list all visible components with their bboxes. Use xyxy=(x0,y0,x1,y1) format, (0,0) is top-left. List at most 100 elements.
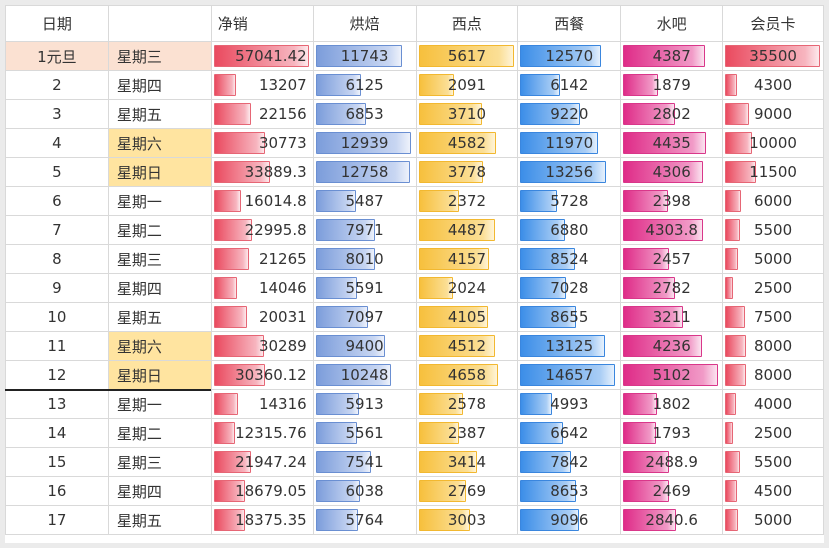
western-cell[interactable]: 7028 xyxy=(517,273,622,303)
weekday-cell[interactable]: 星期二 xyxy=(107,215,212,245)
member-card-cell[interactable]: 4000 xyxy=(722,389,824,419)
member-card-cell[interactable]: 10000 xyxy=(722,128,824,158)
member-card-cell[interactable]: 2500 xyxy=(722,418,824,448)
drink-bar-cell[interactable]: 2782 xyxy=(620,273,724,303)
weekday-cell[interactable]: 星期四 xyxy=(107,273,212,303)
date-cell[interactable]: 6 xyxy=(5,186,109,216)
drink-bar-cell[interactable]: 4306 xyxy=(620,157,724,187)
member-card-cell[interactable]: 11500 xyxy=(722,157,824,187)
bakery-cell[interactable]: 7097 xyxy=(312,302,417,332)
header-bakery[interactable]: 烘焙 xyxy=(312,5,417,42)
net-sales-cell[interactable]: 14316 xyxy=(210,389,314,419)
drink-bar-cell[interactable]: 1793 xyxy=(620,418,724,448)
drink-bar-cell[interactable]: 2469 xyxy=(620,476,724,506)
drink-bar-cell[interactable]: 2840.6 xyxy=(620,505,724,535)
net-sales-cell[interactable]: 57041.42 xyxy=(210,41,314,71)
pastry-cell[interactable]: 3778 xyxy=(415,157,519,187)
drink-bar-cell[interactable]: 2398 xyxy=(620,186,724,216)
pastry-cell[interactable]: 2372 xyxy=(415,186,519,216)
weekday-cell[interactable]: 星期日 xyxy=(107,157,212,187)
pastry-cell[interactable]: 4512 xyxy=(415,331,519,361)
weekday-cell[interactable]: 星期六 xyxy=(107,331,212,361)
net-sales-cell[interactable]: 12315.76 xyxy=(210,418,314,448)
pastry-cell[interactable]: 2024 xyxy=(415,273,519,303)
pastry-cell[interactable]: 3710 xyxy=(415,99,519,129)
western-cell[interactable]: 13256 xyxy=(517,157,622,187)
net-sales-cell[interactable]: 13207 xyxy=(210,70,314,100)
drink-bar-cell[interactable]: 1879 xyxy=(620,70,724,100)
net-sales-cell[interactable]: 18679.05 xyxy=(210,476,314,506)
drink-bar-cell[interactable]: 2457 xyxy=(620,244,724,274)
drink-bar-cell[interactable]: 4387 xyxy=(620,41,724,71)
net-sales-cell[interactable]: 21265 xyxy=(210,244,314,274)
date-cell[interactable]: 9 xyxy=(5,273,109,303)
bakery-cell[interactable]: 10248 xyxy=(312,360,417,390)
bakery-cell[interactable]: 8010 xyxy=(312,244,417,274)
pastry-cell[interactable]: 4157 xyxy=(415,244,519,274)
bakery-cell[interactable]: 7541 xyxy=(312,447,417,477)
member-card-cell[interactable]: 4500 xyxy=(722,476,824,506)
western-cell[interactable]: 11970 xyxy=(517,128,622,158)
bakery-cell[interactable]: 5487 xyxy=(312,186,417,216)
member-card-cell[interactable]: 2500 xyxy=(722,273,824,303)
western-cell[interactable]: 9220 xyxy=(517,99,622,129)
weekday-cell[interactable]: 星期三 xyxy=(107,244,212,274)
net-sales-cell[interactable]: 18375.35 xyxy=(210,505,314,535)
weekday-cell[interactable]: 星期一 xyxy=(107,186,212,216)
date-cell[interactable]: 11 xyxy=(5,331,109,361)
member-card-cell[interactable]: 4300 xyxy=(722,70,824,100)
drink-bar-cell[interactable]: 1802 xyxy=(620,389,724,419)
bakery-cell[interactable]: 12758 xyxy=(312,157,417,187)
bakery-cell[interactable]: 12939 xyxy=(312,128,417,158)
drink-bar-cell[interactable]: 2802 xyxy=(620,99,724,129)
member-card-cell[interactable]: 35500 xyxy=(722,41,824,71)
date-cell[interactable]: 10 xyxy=(5,302,109,332)
pastry-cell[interactable]: 3003 xyxy=(415,505,519,535)
western-cell[interactable]: 9096 xyxy=(517,505,622,535)
western-cell[interactable]: 6142 xyxy=(517,70,622,100)
weekday-cell[interactable]: 星期五 xyxy=(107,99,212,129)
weekday-cell[interactable]: 星期一 xyxy=(107,389,212,419)
drink-bar-cell[interactable]: 2488.9 xyxy=(620,447,724,477)
drink-bar-cell[interactable]: 5102 xyxy=(620,360,724,390)
weekday-cell[interactable]: 星期三 xyxy=(107,41,212,71)
bakery-cell[interactable]: 7971 xyxy=(312,215,417,245)
member-card-cell[interactable]: 5000 xyxy=(722,244,824,274)
member-card-cell[interactable]: 5500 xyxy=(722,215,824,245)
weekday-cell[interactable]: 星期四 xyxy=(107,70,212,100)
net-sales-cell[interactable]: 30360.12 xyxy=(210,360,314,390)
pastry-cell[interactable]: 4487 xyxy=(415,215,519,245)
net-sales-cell[interactable]: 21947.24 xyxy=(210,447,314,477)
member-card-cell[interactable]: 5000 xyxy=(722,505,824,535)
date-cell[interactable]: 2 xyxy=(5,70,109,100)
net-sales-cell[interactable]: 14046 xyxy=(210,273,314,303)
weekday-cell[interactable]: 星期六 xyxy=(107,128,212,158)
bakery-cell[interactable]: 5591 xyxy=(312,273,417,303)
western-cell[interactable]: 14657 xyxy=(517,360,622,390)
date-cell[interactable]: 13 xyxy=(5,389,109,419)
weekday-cell[interactable]: 星期五 xyxy=(107,505,212,535)
date-cell[interactable]: 16 xyxy=(5,476,109,506)
member-card-cell[interactable]: 7500 xyxy=(722,302,824,332)
pastry-cell[interactable]: 4658 xyxy=(415,360,519,390)
member-card-cell[interactable]: 8000 xyxy=(722,331,824,361)
bakery-cell[interactable]: 11743 xyxy=(312,41,417,71)
net-sales-cell[interactable]: 20031 xyxy=(210,302,314,332)
weekday-cell[interactable]: 星期三 xyxy=(107,447,212,477)
western-cell[interactable]: 4993 xyxy=(517,389,622,419)
western-cell[interactable]: 8655 xyxy=(517,302,622,332)
date-cell[interactable]: 15 xyxy=(5,447,109,477)
header-member-card[interactable]: 会员卡 xyxy=(722,5,824,42)
western-cell[interactable]: 8653 xyxy=(517,476,622,506)
drink-bar-cell[interactable]: 4236 xyxy=(620,331,724,361)
pastry-cell[interactable]: 4582 xyxy=(415,128,519,158)
pastry-cell[interactable]: 4105 xyxy=(415,302,519,332)
header-pastry[interactable]: 西点 xyxy=(415,5,519,42)
drink-bar-cell[interactable]: 4303.8 xyxy=(620,215,724,245)
bakery-cell[interactable]: 5764 xyxy=(312,505,417,535)
bakery-cell[interactable]: 9400 xyxy=(312,331,417,361)
western-cell[interactable]: 12570 xyxy=(517,41,622,71)
net-sales-cell[interactable]: 30289 xyxy=(210,331,314,361)
date-cell[interactable]: 17 xyxy=(5,505,109,535)
date-cell[interactable]: 3 xyxy=(5,99,109,129)
